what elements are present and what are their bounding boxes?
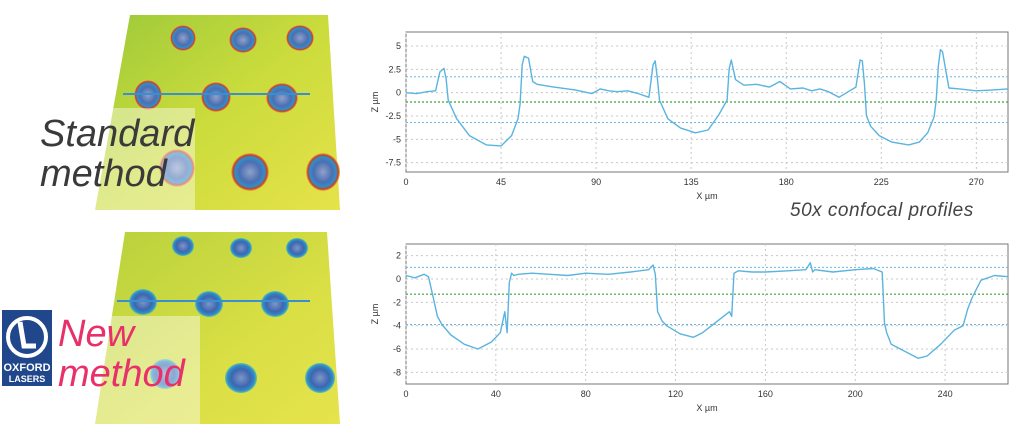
x-tick-label: 40	[491, 389, 501, 399]
logo-text-line1: OXFORD	[3, 362, 51, 374]
y-tick-label: -2.5	[385, 111, 401, 121]
x-tick-label: 80	[581, 389, 591, 399]
surface-holes-top	[134, 25, 340, 191]
new-surface-image	[95, 232, 340, 424]
surface-holes-bottom	[129, 236, 335, 393]
profile-chart-standard: 0 45 90 135 180 225 270 5 2.5 0 -2.5 -5 -7.5 X µm Z µm	[370, 31, 1009, 201]
x-tick-label: 0	[403, 389, 408, 399]
x-axis-label: X µm	[696, 403, 717, 413]
x-tick-label: 135	[684, 177, 699, 187]
standard-label-line2: method	[40, 153, 167, 195]
profile-series-line	[405, 49, 1009, 147]
standard-surface-image	[95, 15, 340, 210]
y-axis-label: Z µm	[370, 304, 380, 325]
y-tick-label: 2	[396, 251, 401, 261]
y-tick-label: -8	[393, 367, 401, 377]
logo-text-line2: LASERS	[8, 374, 46, 384]
x-tick-label: 240	[938, 389, 953, 399]
y-tick-label: -4	[393, 321, 401, 331]
x-axis-label: X µm	[696, 191, 717, 201]
caption-confocal-profiles: 50x confocal profiles	[790, 200, 974, 221]
logo-mark-icon	[6, 316, 48, 358]
y-tick-label: -6	[393, 344, 401, 354]
new-label-line1: New	[58, 313, 135, 355]
profile-series-line	[405, 262, 1009, 360]
y-tick-label: -7.5	[385, 158, 401, 168]
y-tick-label: -2	[393, 297, 401, 307]
standard-label-line1: Standard	[40, 113, 195, 155]
y-axis-label: Z µm	[370, 92, 380, 113]
new-method-label: New method	[58, 314, 185, 394]
x-tick-label: 225	[874, 177, 889, 187]
x-tick-label: 160	[758, 389, 773, 399]
x-tick-label: 0	[403, 177, 408, 187]
y-tick-label: 2.5	[388, 64, 401, 74]
x-tick-label: 90	[591, 177, 601, 187]
y-tick-label: 0	[396, 88, 401, 98]
x-tick-label: 180	[779, 177, 794, 187]
new-label-line2: method	[58, 353, 185, 395]
profile-chart-new: 0 40 80 120 160 200 240 2 0 -2 -4 -6 -8 X µm Z µm	[370, 243, 1009, 413]
standard-method-label: Standard method	[40, 114, 194, 194]
y-tick-label: -5	[393, 134, 401, 144]
y-tick-label: 5	[396, 41, 401, 51]
x-tick-label: 270	[969, 177, 984, 187]
x-tick-label: 45	[496, 177, 506, 187]
x-tick-label: 200	[848, 389, 863, 399]
x-tick-label: 120	[668, 389, 683, 399]
y-tick-label: 0	[396, 274, 401, 284]
oxford-lasers-logo: OXFORD LASERS	[2, 310, 52, 386]
